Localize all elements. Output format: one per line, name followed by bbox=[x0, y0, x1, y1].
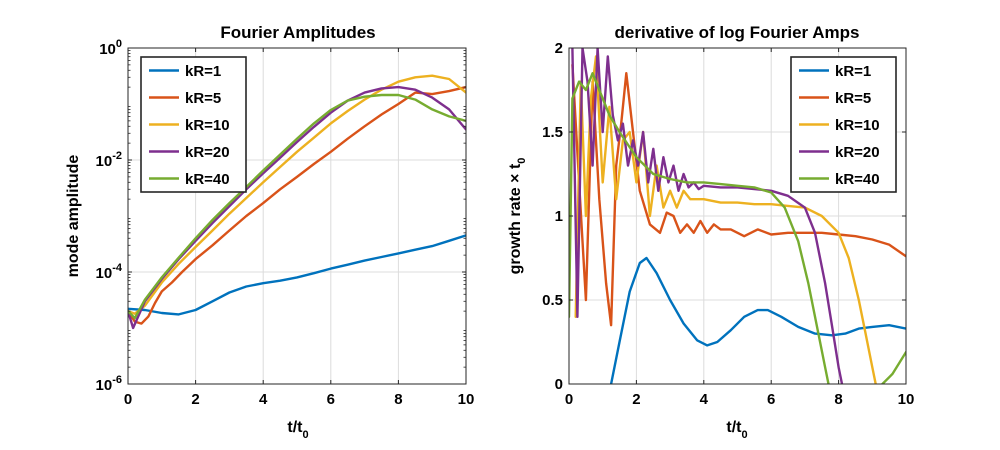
y-tick-label: 10-2 bbox=[96, 150, 122, 170]
y-tick-label: 1.5 bbox=[542, 124, 563, 141]
series-group bbox=[128, 74, 466, 330]
series-line-kr10 bbox=[128, 74, 466, 315]
series-line-kr1 bbox=[609, 256, 906, 384]
series-line-kr1 bbox=[128, 234, 466, 316]
x-tick-label: 2 bbox=[632, 391, 640, 408]
legend-label-kr5: kR=5 bbox=[835, 90, 871, 107]
legend: kR=1 kR=5 kR=10 kR=20 kR=40 bbox=[140, 56, 247, 193]
right-chart: derivative of log Fourier Amps t/t0 grow… bbox=[507, 23, 914, 441]
y-tick-label: 10-4 bbox=[96, 262, 123, 282]
series-group bbox=[569, 48, 906, 384]
series-line-kr40 bbox=[569, 71, 830, 384]
legend-label-kr10: kR=10 bbox=[835, 117, 880, 134]
x-tick-label: 2 bbox=[191, 391, 199, 408]
series-line-segment bbox=[881, 350, 906, 384]
right-chart-xlabel: t/t0 bbox=[726, 419, 747, 441]
left-chart-xlabel: t/t0 bbox=[287, 419, 308, 441]
series-line-kr40 bbox=[128, 93, 466, 320]
y-tick-label: 1 bbox=[555, 208, 563, 225]
y-tick-label: 2 bbox=[555, 40, 563, 57]
x-tick-label: 6 bbox=[327, 391, 335, 408]
series-line-kr5 bbox=[128, 85, 466, 325]
x-tick-label: 10 bbox=[898, 391, 915, 408]
y-tick-label: 100 bbox=[99, 38, 122, 58]
left-chart: Fourier Amplitudes t/t0 mode amplitude 0… bbox=[65, 23, 474, 441]
legend-label-kr20: kR=20 bbox=[185, 144, 230, 161]
y-tick-label: 10-6 bbox=[96, 374, 122, 394]
x-tick-label: 8 bbox=[834, 391, 842, 408]
right-chart-ylabel: growth rate × t0 bbox=[507, 158, 528, 275]
left-chart-title: Fourier Amplitudes bbox=[220, 23, 375, 42]
y-tick-label: 0.5 bbox=[542, 292, 563, 309]
legend-label-kr40: kR=40 bbox=[185, 171, 230, 188]
x-tick-label: 4 bbox=[700, 391, 709, 408]
y-tick-label: 0 bbox=[555, 376, 563, 393]
right-chart-title: derivative of log Fourier Amps bbox=[615, 23, 860, 42]
legend-label-kr40: kR=40 bbox=[835, 171, 880, 188]
x-tick-label: 8 bbox=[394, 391, 402, 408]
x-tick-label: 0 bbox=[565, 391, 573, 408]
legend-box bbox=[140, 56, 247, 193]
axes-box bbox=[127, 47, 467, 385]
x-tick-label: 10 bbox=[458, 391, 475, 408]
legend: kR=1 kR=5 kR=10 kR=20 kR=40 bbox=[790, 56, 897, 193]
legend-label-kr1: kR=1 bbox=[835, 63, 871, 80]
legend-label-kr10: kR=10 bbox=[185, 117, 230, 134]
legend-label-kr5: kR=5 bbox=[185, 90, 221, 107]
series-line-kr5 bbox=[571, 63, 906, 327]
series-line-kr20 bbox=[571, 48, 844, 384]
x-tick-label: 6 bbox=[767, 391, 775, 408]
legend-label-kr20: kR=20 bbox=[835, 144, 880, 161]
x-tick-label: 0 bbox=[124, 391, 132, 408]
left-chart-ylabel: mode amplitude bbox=[65, 155, 82, 278]
series-line-kr10 bbox=[574, 55, 877, 384]
legend-label-kr1: kR=1 bbox=[185, 63, 221, 80]
x-tick-label: 4 bbox=[259, 391, 268, 408]
